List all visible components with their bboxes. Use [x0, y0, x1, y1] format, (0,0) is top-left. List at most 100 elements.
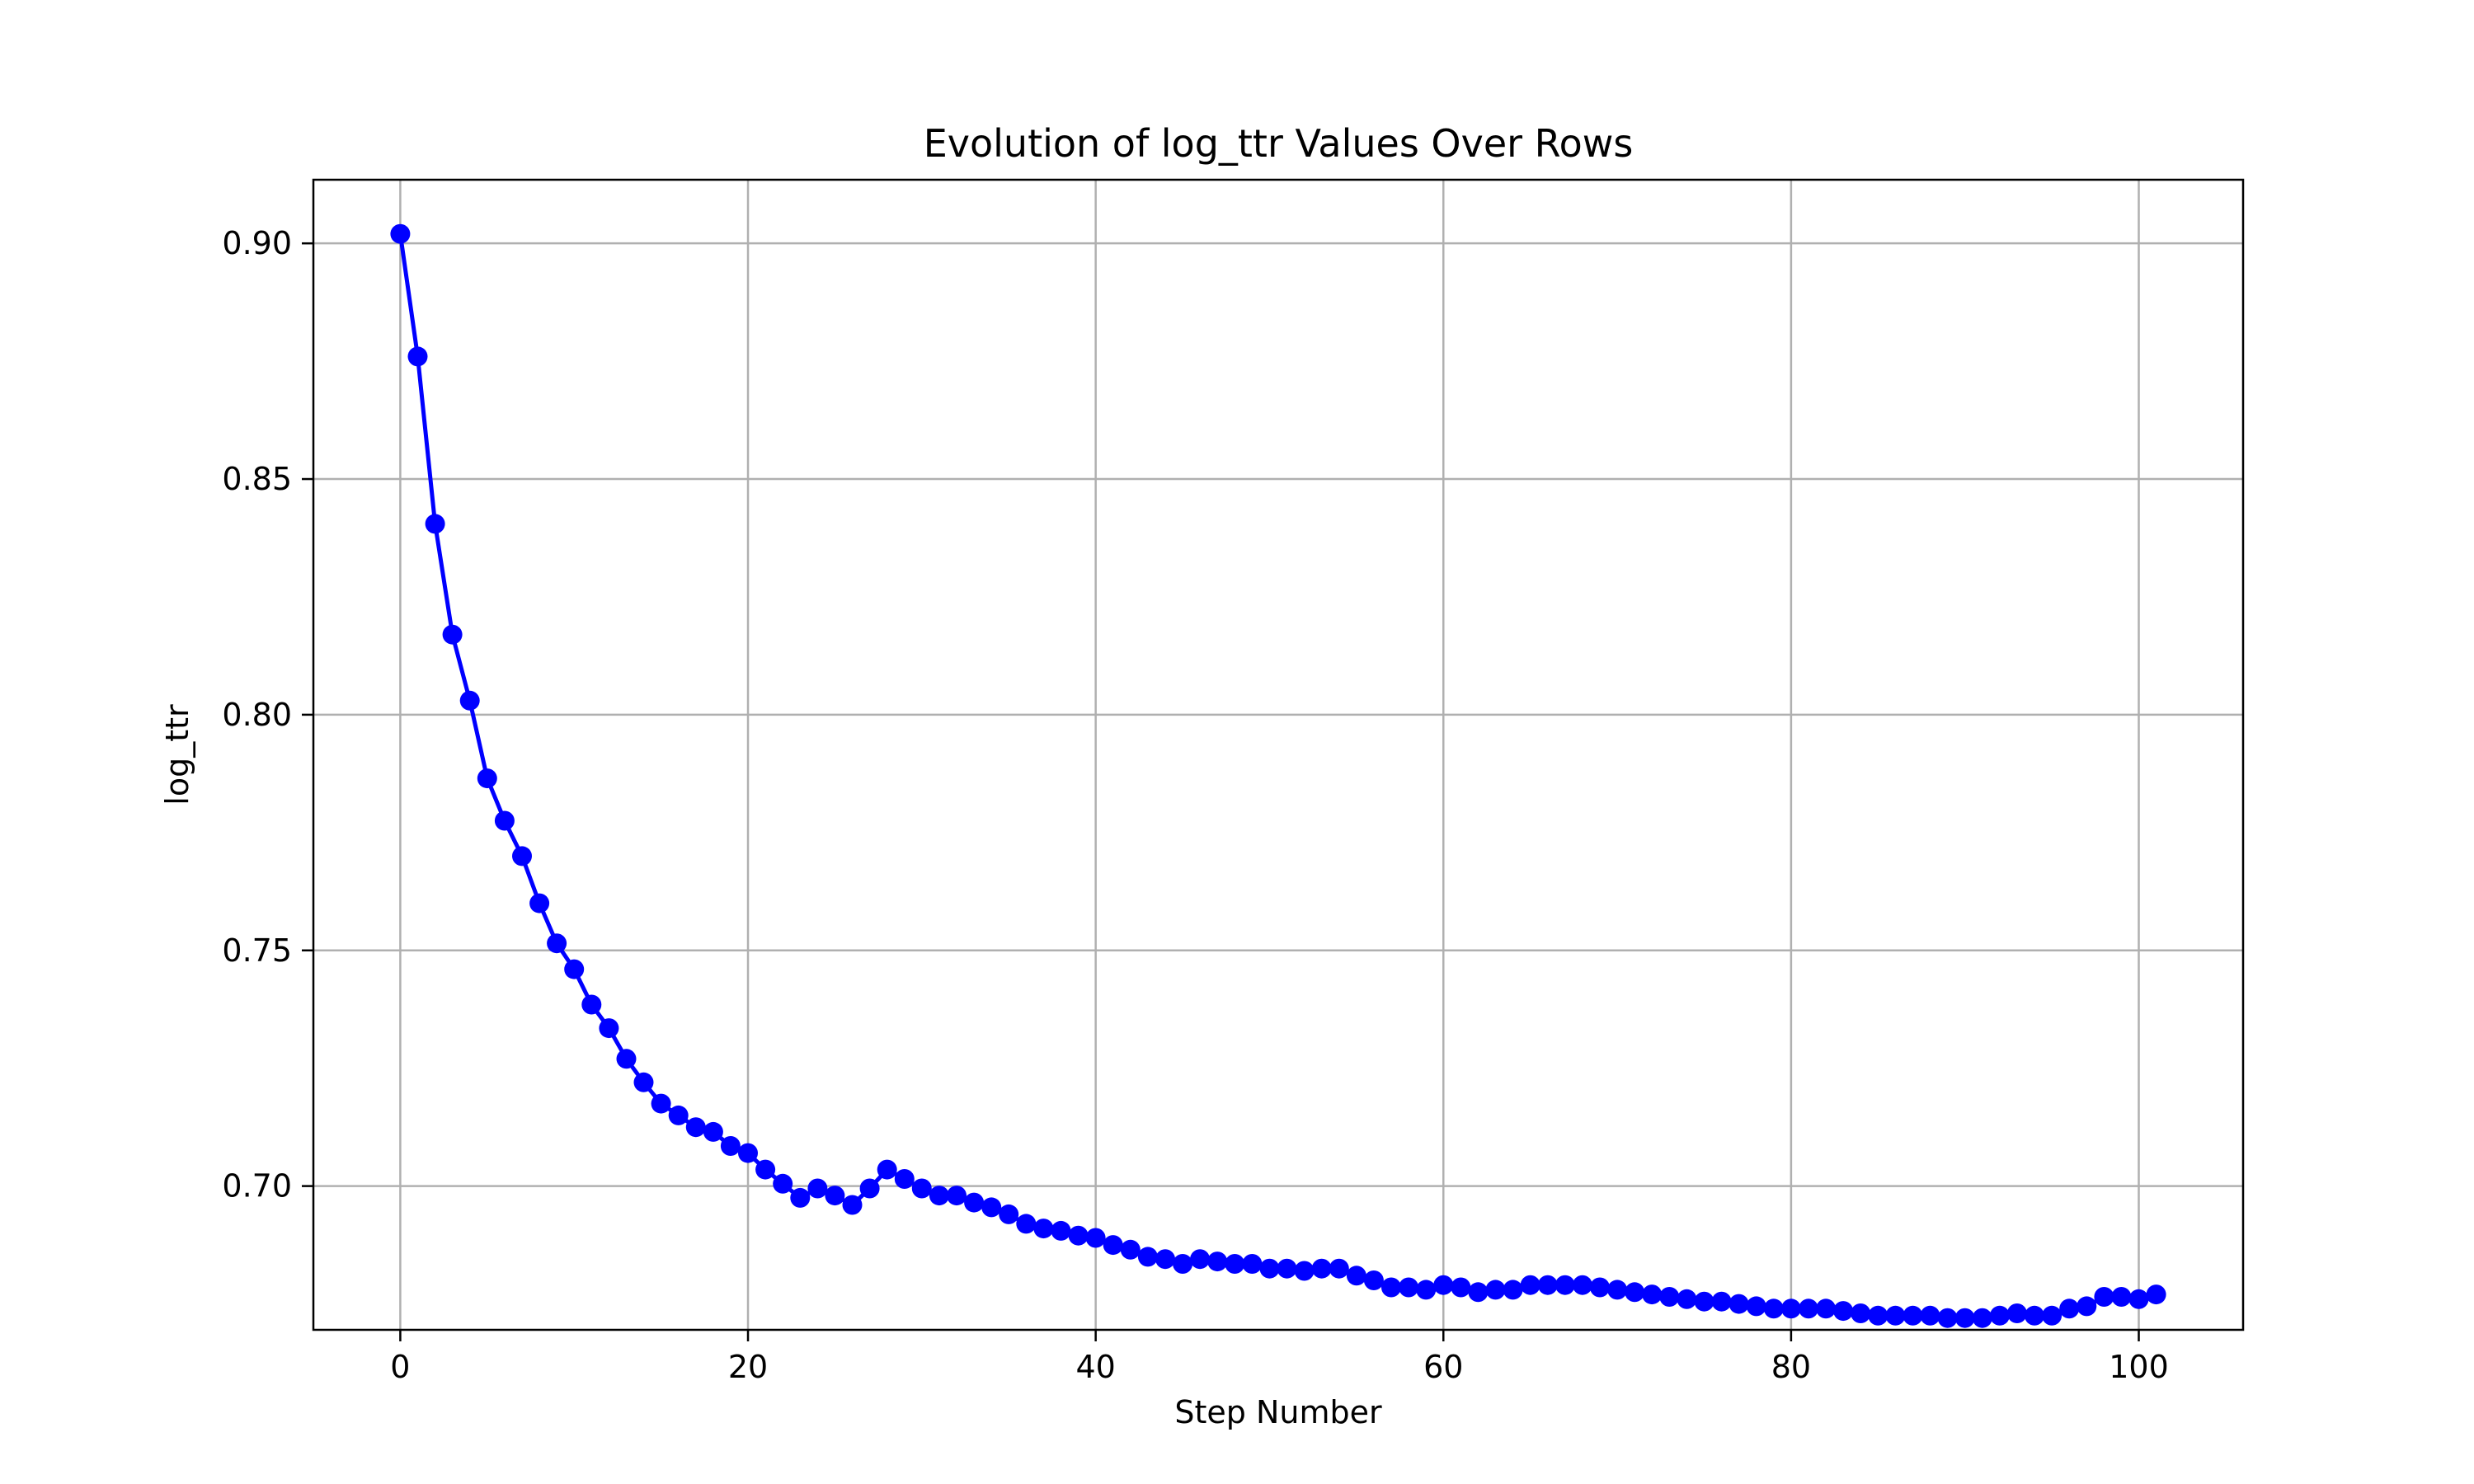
- data-point: [1694, 1291, 1714, 1312]
- data-point: [1763, 1298, 1784, 1319]
- data-point: [1311, 1258, 1332, 1279]
- data-point: [1590, 1277, 1610, 1298]
- data-point: [1381, 1277, 1401, 1298]
- data-point: [1537, 1275, 1558, 1295]
- x-tick-label: 80: [1771, 1349, 1811, 1385]
- y-tick-label: 0.90: [222, 225, 292, 261]
- data-point: [1833, 1301, 1854, 1322]
- data-point: [807, 1178, 828, 1199]
- data-point: [651, 1093, 671, 1114]
- data-point: [1155, 1249, 1175, 1270]
- data-point: [1729, 1294, 1749, 1314]
- data-point: [842, 1195, 863, 1215]
- data-point: [2094, 1287, 2114, 1307]
- data-point: [581, 994, 602, 1015]
- data-point: [1972, 1308, 1992, 1328]
- data-point: [1399, 1277, 1419, 1298]
- data-point: [894, 1169, 915, 1189]
- data-point: [1468, 1282, 1489, 1303]
- data-point: [1363, 1270, 1384, 1290]
- data-point: [1190, 1249, 1211, 1270]
- data-series: [390, 223, 2166, 1328]
- y-tick-label: 0.80: [222, 697, 292, 733]
- data-point: [1642, 1284, 1663, 1305]
- data-point: [703, 1121, 723, 1142]
- data-point: [547, 933, 567, 954]
- data-point: [1016, 1214, 1037, 1234]
- data-point: [2006, 1303, 2027, 1323]
- data-point: [1572, 1275, 1592, 1295]
- data-point: [1920, 1305, 1940, 1326]
- data-point: [1937, 1308, 1958, 1328]
- y-tick-label: 0.85: [222, 461, 292, 497]
- data-point: [1085, 1228, 1106, 1248]
- data-point: [790, 1187, 811, 1208]
- x-tick-label: 60: [1423, 1349, 1463, 1385]
- x-axis-label: Step Number: [1174, 1394, 1382, 1430]
- data-point: [1520, 1275, 1540, 1295]
- data-point: [1485, 1280, 1506, 1300]
- data-point: [494, 810, 515, 831]
- data-point: [1242, 1254, 1263, 1274]
- data-point: [1677, 1289, 1697, 1309]
- data-point: [1851, 1303, 1871, 1323]
- data-point: [599, 1018, 619, 1039]
- data-point: [2077, 1296, 2097, 1317]
- chart-title: Evolution of log_ttr Values Over Rows: [924, 121, 1634, 166]
- data-point: [407, 346, 428, 367]
- data-point: [512, 846, 532, 866]
- y-tick-label: 0.75: [222, 932, 292, 969]
- data-point: [1746, 1296, 1766, 1317]
- data-point: [1277, 1258, 1297, 1279]
- data-point: [981, 1197, 1002, 1218]
- data-point: [1329, 1258, 1349, 1279]
- y-tick-label: 0.70: [222, 1168, 292, 1205]
- data-point: [1954, 1308, 1975, 1328]
- data-point: [1451, 1277, 1471, 1298]
- data-point: [390, 223, 411, 244]
- data-point: [425, 514, 445, 534]
- grid: [313, 180, 2243, 1330]
- data-point: [1903, 1305, 1923, 1326]
- data-point: [1607, 1280, 1628, 1300]
- data-point: [2025, 1305, 2044, 1326]
- data-point: [738, 1143, 758, 1163]
- y-axis-label: log_ttr: [159, 704, 195, 805]
- data-point: [616, 1049, 637, 1069]
- data-point: [1885, 1305, 1906, 1326]
- data-point: [1989, 1305, 2010, 1326]
- data-point: [1103, 1235, 1123, 1256]
- data-point: [477, 768, 497, 789]
- data-point: [755, 1159, 776, 1180]
- data-point: [1625, 1282, 1645, 1303]
- data-point: [825, 1186, 845, 1206]
- data-point: [2042, 1305, 2062, 1326]
- data-point: [1780, 1298, 1801, 1319]
- data-point: [1068, 1225, 1089, 1246]
- data-point: [685, 1117, 706, 1138]
- data-point: [1503, 1280, 1523, 1300]
- data-point: [442, 624, 463, 645]
- data-point: [2059, 1298, 2080, 1319]
- data-point: [1137, 1247, 1158, 1267]
- data-point: [529, 893, 550, 913]
- data-point: [1799, 1298, 1818, 1319]
- data-point: [877, 1159, 897, 1180]
- data-point: [964, 1192, 985, 1213]
- data-point: [633, 1072, 654, 1092]
- x-tick-label: 40: [1075, 1349, 1115, 1385]
- data-point: [459, 690, 480, 711]
- data-point: [947, 1186, 967, 1206]
- data-point: [1259, 1258, 1280, 1279]
- data-point: [1120, 1239, 1141, 1260]
- data-point: [564, 959, 585, 979]
- data-point: [1346, 1266, 1366, 1286]
- data-point: [1659, 1287, 1680, 1307]
- data-point: [2111, 1287, 2132, 1307]
- data-point: [1416, 1280, 1437, 1300]
- data-point: [668, 1105, 689, 1125]
- data-point: [1294, 1261, 1315, 1281]
- plot-frame: [312, 178, 2245, 1331]
